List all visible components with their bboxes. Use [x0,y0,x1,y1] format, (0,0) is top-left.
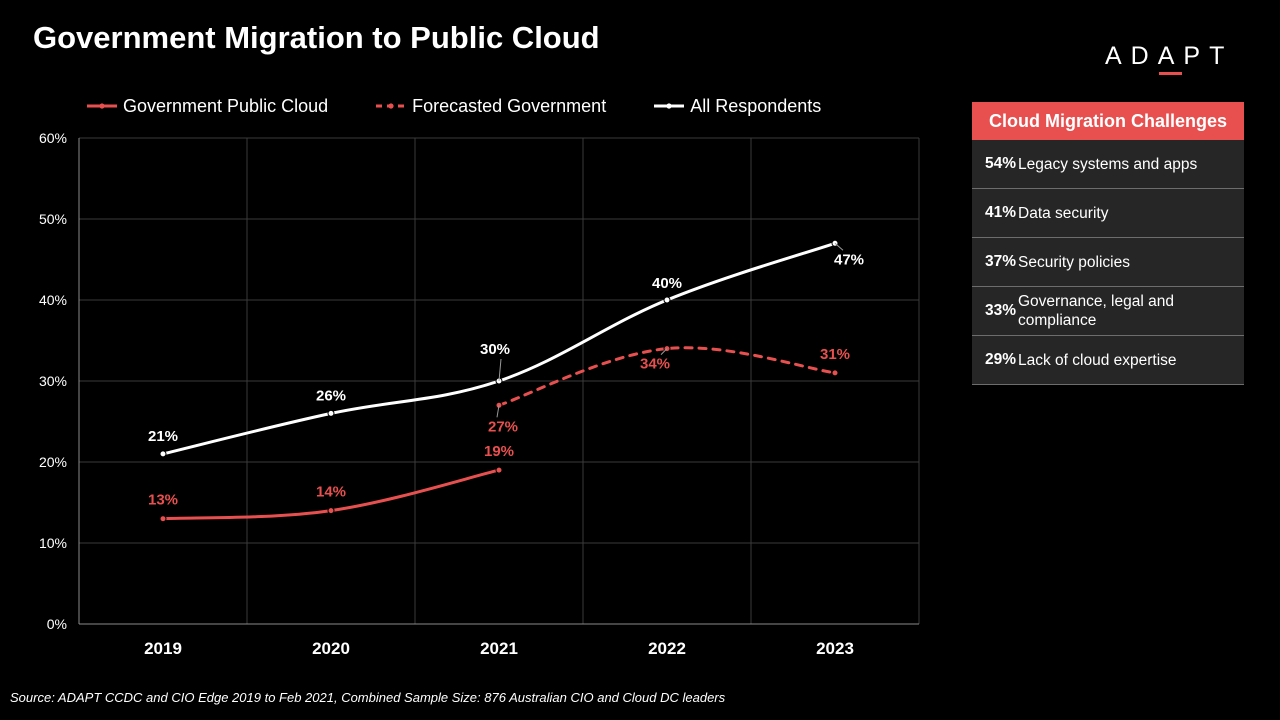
data-label: 27% [488,418,518,435]
challenge-percent: 29% [985,351,1017,368]
data-point-all-respondents [327,409,335,417]
data-point-forecasted-government [831,369,839,377]
legend-item-government-public-cloud: Government Public Cloud [85,96,328,117]
challenges-panel: Cloud Migration Challenges 54% Legacy sy… [972,102,1244,385]
y-tick-label: 10% [39,535,67,551]
challenges-header: Cloud Migration Challenges [972,102,1244,140]
logo-text-end: PT [1183,42,1234,70]
data-label: 21% [148,428,178,445]
challenge-row: 54% Legacy systems and apps [972,140,1244,189]
legend-label: Government Public Cloud [123,95,329,116]
legend-swatch-solid-white [654,103,685,109]
challenge-percent: 37% [985,253,1017,270]
legend-item-forecasted-government: Forecasted Government [374,96,606,117]
challenge-percent: 54% [985,155,1017,172]
label-leader-line [660,348,668,355]
data-label: 31% [820,346,850,363]
series-line-forecasted-government [497,346,837,407]
source-note: Source: ADAPT CCDC and CIO Edge 2019 to … [10,690,726,705]
challenge-label: Governance, legal and compliance [1018,293,1174,329]
adapt-logo: ADAPT [1105,42,1234,75]
challenge-label: Security policies [1018,253,1130,271]
challenge-row: 37% Security policies [972,238,1244,287]
challenge-row: 41% Data security [972,189,1244,238]
data-point-government-public-cloud [327,507,335,515]
x-tick-label: 2022 [648,639,686,658]
label-leader-line [834,242,844,251]
challenge-row: 29% Lack of cloud expertise [972,336,1244,385]
challenge-percent: 33% [985,302,1017,319]
challenge-label: Legacy systems and apps [1018,155,1198,173]
chart-legend: Government Public Cloud Forecasted Gover… [85,94,867,118]
y-tick-label: 60% [39,130,67,146]
data-label: 34% [640,356,670,373]
challenge-percent: 41% [985,204,1017,221]
line-chart: 0% 10% 20% 30% 40% 50% 60% 2019 2020 2021 2022 2023… [39,130,920,658]
legend-label: Forecasted Government [412,95,607,116]
label-leader-line [496,405,500,418]
legend-item-all-respondents: All Respondents [652,96,821,117]
data-point-government-public-cloud [159,515,167,523]
data-point-government-public-cloud [495,466,503,474]
y-tick-label: 40% [39,292,67,308]
logo-text-mark: A [1157,42,1184,75]
data-label: 26% [316,387,346,404]
data-label: 14% [316,484,346,501]
y-tick-label: 0% [47,616,67,632]
y-tick-label: 30% [39,373,67,389]
challenge-row: 33% Governance, legal and compliance [972,287,1244,336]
legend-label: All Respondents [690,95,822,116]
y-tick-label: 20% [39,454,67,470]
data-label: 40% [652,275,682,292]
data-label: 47% [834,251,864,268]
challenge-label: Data security [1018,204,1109,222]
data-point-all-respondents [159,450,167,458]
y-tick-label: 50% [39,211,67,227]
x-tick-label: 2020 [312,639,350,658]
data-label: 30% [480,341,510,358]
label-leader-line [498,358,502,382]
x-tick-label: 2019 [144,639,182,658]
data-label: 13% [148,492,178,509]
legend-swatch-dashed-red [376,103,407,109]
data-point-all-respondents [663,296,671,304]
page-title: Government Migration to Public Cloud [33,20,600,55]
x-tick-label: 2021 [480,639,518,658]
logo-text-start: AD [1105,42,1158,70]
challenge-label: Lack of cloud expertise [1018,351,1177,369]
x-tick-label: 2023 [816,639,854,658]
data-label: 19% [484,443,514,460]
legend-swatch-solid-red [87,103,117,109]
